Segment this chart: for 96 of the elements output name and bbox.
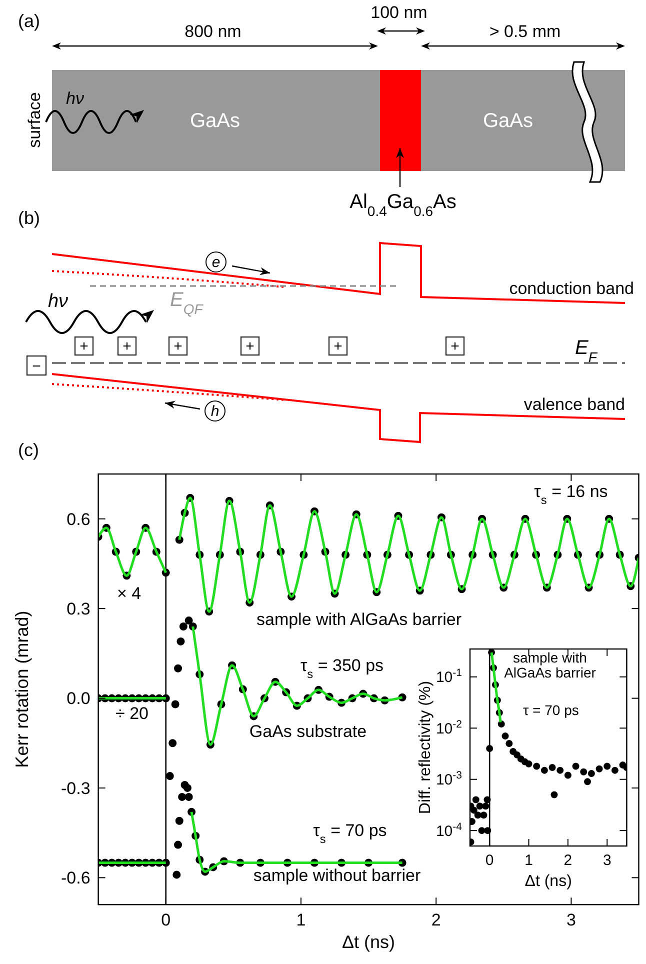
text: 100 nm (370, 3, 428, 22)
x-axis-title: Δt (ns) (524, 873, 572, 890)
y-tick-label: 10$^{-3}$ (436, 770, 462, 789)
point (176, 637, 185, 646)
text: > 0.5 mm (489, 22, 561, 41)
y-tick-label: 10$^{-2}$ (436, 718, 462, 738)
text: 800 nm (184, 22, 242, 41)
x-tick-label: 3 (566, 910, 576, 930)
point (476, 802, 484, 810)
text: valence band (524, 395, 625, 414)
annotation: sample with AlGaAs barrier (504, 649, 596, 681)
point (171, 700, 180, 708)
text: GaAs (482, 110, 534, 132)
annotation: τ = 70 ps (523, 702, 579, 718)
text: hν (48, 291, 69, 312)
point (172, 870, 181, 879)
point (470, 806, 478, 814)
circled-letter: h (204, 400, 226, 422)
annotation: ÷ 20 (116, 704, 148, 723)
annotation: τ$_{s}$ = 350 ps (300, 656, 384, 681)
chart-title: (c) (18, 440, 39, 460)
point (166, 772, 174, 780)
point (174, 664, 182, 672)
y-tick-label: 0.3 (66, 600, 90, 619)
point (184, 616, 193, 625)
text: conduction band (509, 279, 634, 298)
point (178, 792, 186, 801)
y-tick-label: 10$^{-4}$ (436, 820, 462, 840)
y-axis-title: Kerr rotation (mrad) (12, 610, 32, 768)
text: E$_{QF}$ (170, 289, 204, 317)
x-tick-label: 0 (485, 852, 494, 869)
x-tick-label: 0 (161, 910, 171, 930)
point (564, 772, 572, 779)
point (580, 768, 588, 776)
point (168, 739, 177, 748)
x-tick-label: 2 (564, 852, 572, 869)
point (502, 732, 509, 740)
point (572, 762, 580, 770)
x-tick-label: 3 (602, 852, 612, 869)
point (514, 751, 521, 758)
point (525, 760, 532, 768)
point (484, 827, 492, 834)
charge-box: + (168, 336, 188, 356)
point (506, 740, 513, 748)
point (556, 766, 564, 774)
point (482, 802, 490, 810)
y-tick-label: 10$^{-1}$ (436, 667, 462, 686)
point (474, 812, 482, 819)
charge-box: + (328, 336, 348, 356)
point (596, 765, 603, 772)
y-tick-label: -0.3 (61, 778, 90, 798)
text: E$_{F}$ (575, 337, 598, 365)
x-tick-label: 1 (296, 910, 306, 930)
text: surface (25, 92, 44, 148)
y-tick-label: 0.6 (66, 510, 90, 529)
point (584, 778, 592, 786)
charge-box: + (74, 336, 94, 356)
charge-box: − (26, 356, 46, 376)
point (588, 770, 595, 778)
point (174, 840, 182, 849)
point (472, 796, 480, 804)
y-tick-label: 0.0 (66, 689, 90, 708)
point (540, 766, 548, 774)
text: (a) (18, 11, 40, 31)
charge-box: + (118, 336, 136, 356)
point (175, 816, 184, 825)
y-axis-title: Diff. reflectivity (%) (417, 680, 434, 814)
x-tick-label: 1 (524, 852, 533, 869)
point (184, 792, 193, 801)
point (498, 720, 505, 728)
annotation: GaAs substrate (249, 722, 367, 741)
point (533, 762, 540, 770)
point (183, 784, 192, 792)
charge-box: + (240, 336, 260, 356)
circled-letter: e (206, 252, 226, 272)
point (484, 796, 491, 804)
y-tick-label: -0.6 (61, 868, 90, 888)
x-tick-label: 2 (431, 910, 441, 930)
point (604, 762, 611, 770)
x-axis-title: Δt (ns) (342, 932, 396, 952)
text: hν (66, 89, 84, 108)
point (611, 766, 618, 774)
charge-box: + (446, 336, 464, 356)
annotation: sample without barrier (253, 866, 421, 885)
text: (b) (18, 208, 40, 228)
point (548, 764, 556, 772)
point (480, 812, 488, 819)
point (179, 622, 188, 631)
annotation: τ$_{s}$ = 16 ns (534, 482, 608, 507)
point (550, 791, 558, 798)
annotation: sample with AlGaAs barrier (256, 610, 462, 629)
text: GaAs (190, 110, 240, 132)
annotation: τ$_{s}$ = 70 ps (313, 821, 387, 846)
annotation: × 4 (116, 584, 142, 603)
text: Al$_{0.4}$Ga$_{0.6}$As (350, 191, 456, 219)
point (486, 744, 494, 752)
